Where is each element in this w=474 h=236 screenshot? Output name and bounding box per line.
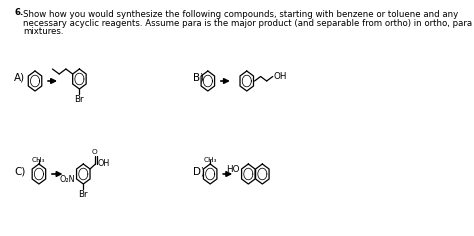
Text: OH: OH — [273, 72, 287, 81]
Text: necessary acyclic reagents. Assume para is the major product (and separable from: necessary acyclic reagents. Assume para … — [23, 18, 473, 28]
Text: CH₃: CH₃ — [31, 157, 45, 163]
Text: CH₃: CH₃ — [203, 157, 217, 163]
Text: B): B) — [193, 73, 204, 83]
Text: O: O — [92, 149, 98, 155]
Text: Br: Br — [74, 95, 84, 104]
Text: A): A) — [14, 73, 25, 83]
Text: C): C) — [14, 166, 26, 176]
Text: mixtures.: mixtures. — [23, 27, 64, 36]
Text: O₂N: O₂N — [60, 174, 75, 184]
Text: OH: OH — [98, 160, 110, 169]
Text: Br: Br — [78, 190, 87, 199]
Text: Show how you would synthesize the following compounds, starting with benzene or : Show how you would synthesize the follow… — [23, 10, 459, 19]
Text: HO: HO — [227, 164, 240, 173]
Text: D): D) — [193, 166, 205, 176]
Text: 6.: 6. — [14, 8, 23, 17]
